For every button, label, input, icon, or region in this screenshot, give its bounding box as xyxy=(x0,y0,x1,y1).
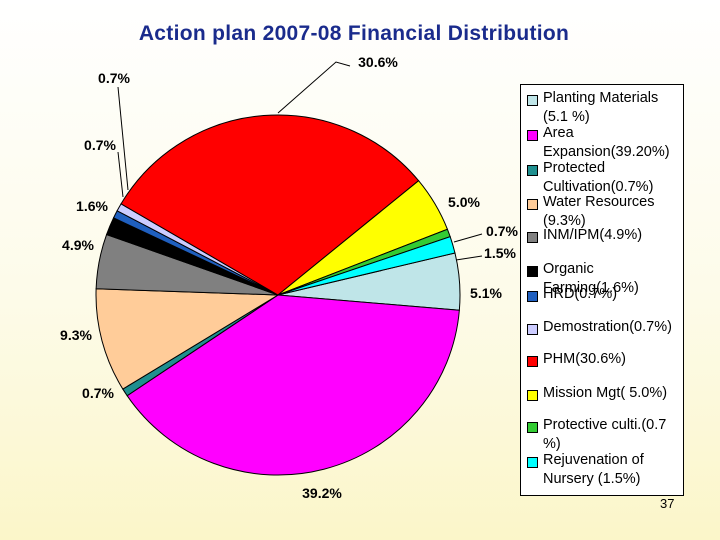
legend-swatch xyxy=(527,199,538,210)
slice-data-label: 9.3% xyxy=(60,327,92,343)
chart-legend: Planting Materials (5.1 %) Area Expansion… xyxy=(520,84,684,496)
legend-swatch xyxy=(527,422,538,433)
legend-swatch xyxy=(527,95,538,106)
legend-label: Protective culti.(0.7 %) xyxy=(543,417,667,452)
slice-data-label: 0.7% xyxy=(486,223,518,239)
legend-swatch xyxy=(527,324,538,335)
pie-slice xyxy=(95,288,280,390)
leader-line xyxy=(117,151,124,198)
legend-swatch xyxy=(527,390,538,401)
chart-title: Action plan 2007-08 Financial Distributi… xyxy=(138,22,570,45)
legend-swatch xyxy=(527,266,538,277)
legend-label: Planting Materials (5.1 %) xyxy=(543,90,659,125)
legend-swatch xyxy=(527,291,538,302)
legend-label: Rejuvenation of Nursery (1.5%) xyxy=(543,452,644,487)
legend-label: PHM(30.6%) xyxy=(543,351,626,367)
leader-line xyxy=(455,255,483,261)
slice-data-label: 5.0% xyxy=(448,194,480,210)
legend-label: Organic Farming(1.6%) xyxy=(543,261,639,296)
pie-slice xyxy=(277,236,456,296)
legend-swatch xyxy=(527,232,538,243)
data-labels: 5.1% 39.2% 0.7% 9.3% 4.9% 1.6% 0.7% 0.7% 30.6% 5.… xyxy=(60,54,518,501)
legend-swatch xyxy=(527,356,538,367)
slice-data-label: 39.2% xyxy=(302,485,342,501)
legend-label: Water Resources (9.3%) xyxy=(543,194,655,229)
pie-slice xyxy=(126,294,460,476)
pie-slice xyxy=(120,114,420,296)
legend-label: Demostration(0.7%) xyxy=(543,319,672,335)
page-number: 37 xyxy=(660,496,675,511)
legend-label: INM/IPM(4.9%) xyxy=(543,227,643,243)
legend-label: HRD(0.7%) xyxy=(543,286,618,302)
slice-data-label: 30.6% xyxy=(358,54,398,70)
leader-line xyxy=(453,233,483,243)
slice-data-label: 1.5% xyxy=(484,245,516,261)
slice-data-label: 5.1% xyxy=(470,285,502,301)
legend-swatch xyxy=(527,457,538,468)
legend-label: Protected Cultivation(0.7%) xyxy=(543,160,654,195)
slice-data-label: 0.7% xyxy=(84,137,116,153)
legend-label: Mission Mgt( 5.0%) xyxy=(543,385,668,401)
slice-data-label: 1.6% xyxy=(76,198,108,214)
leader-line xyxy=(277,61,351,114)
legend-swatch xyxy=(527,130,538,141)
legend-swatch xyxy=(527,165,538,176)
slice-data-label: 4.9% xyxy=(62,237,94,253)
slice-data-label: 0.7% xyxy=(82,385,114,401)
pie-slices xyxy=(95,114,461,476)
leader-lines xyxy=(117,61,483,261)
leader-line xyxy=(117,86,129,191)
legend-label: Area Expansion(39.20%) xyxy=(543,125,670,160)
slice-data-label: 0.7% xyxy=(98,70,130,86)
